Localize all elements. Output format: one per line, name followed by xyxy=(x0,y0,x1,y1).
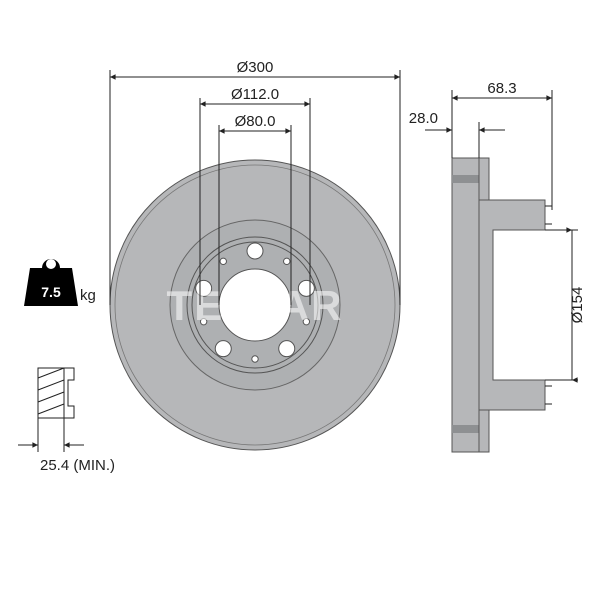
dim-min-thickness: 25.4 (MIN.) xyxy=(40,457,115,474)
bolt-hole xyxy=(279,341,295,357)
weight-unit: kg xyxy=(80,287,96,304)
dim-outer-diameter: Ø300 xyxy=(237,59,274,76)
weight-indicator: 7.5 kg xyxy=(24,259,96,306)
pin-hole xyxy=(220,258,226,264)
bolt-hole xyxy=(215,341,231,357)
bolt-hole xyxy=(247,243,263,259)
technical-drawing: TEXTAR Ø300 Ø112.0 xyxy=(0,0,600,600)
pin-hole xyxy=(284,258,290,264)
dim-disc-thickness: 28.0 xyxy=(409,110,438,127)
front-view: TEXTAR xyxy=(110,160,400,450)
weight-value: 7.5 xyxy=(41,284,61,300)
dim-hub-height: Ø154 xyxy=(569,287,586,324)
watermark: TEXTAR xyxy=(167,282,344,329)
dim-overall-width: 68.3 xyxy=(487,80,516,97)
dim-bolt-circle: Ø112.0 xyxy=(231,86,279,103)
dim-center-bore: Ø80.0 xyxy=(235,113,276,130)
min-thickness-detail: 25.4 (MIN.) xyxy=(18,368,115,474)
pin-hole xyxy=(252,356,258,362)
side-view xyxy=(452,158,552,452)
